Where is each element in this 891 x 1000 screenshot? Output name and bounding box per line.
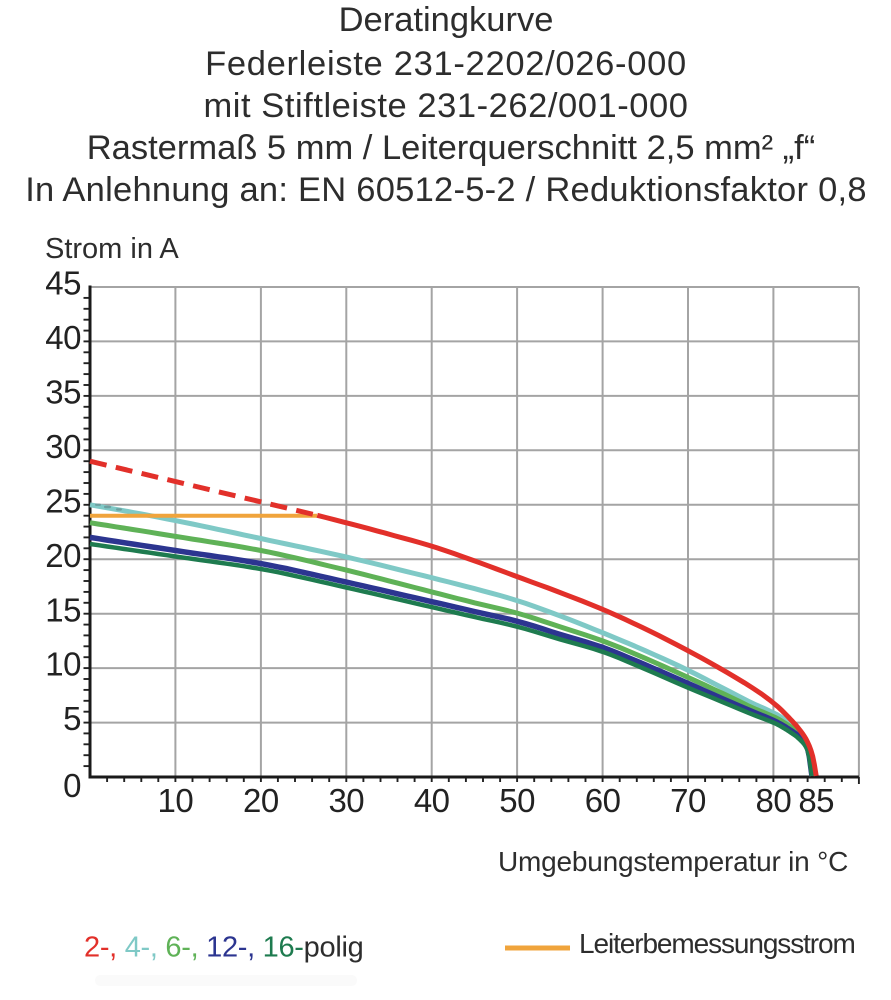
svg-text:mit Stiftleiste 231-262/001-00: mit Stiftleiste 231-262/001-000 (204, 87, 689, 125)
svg-text:45: 45 (45, 265, 81, 302)
svg-text:85: 85 (798, 782, 834, 819)
svg-text:Leiterbemessungsstrom: Leiterbemessungsstrom (579, 928, 855, 959)
svg-text:25: 25 (45, 482, 81, 519)
svg-text:Umgebungstemperatur in °C: Umgebungstemperatur in °C (498, 846, 848, 877)
svg-text:15: 15 (45, 591, 81, 628)
svg-text:Deratingkurve: Deratingkurve (339, 1, 554, 39)
svg-text:30: 30 (45, 428, 81, 465)
svg-text:Strom in A: Strom in A (45, 233, 179, 265)
svg-text:2-, 4-, 6-, 12-, 16-polig: 2-, 4-, 6-, 12-, 16-polig (84, 932, 363, 964)
svg-text:50: 50 (499, 782, 535, 819)
svg-text:80: 80 (756, 782, 792, 819)
svg-text:5: 5 (63, 700, 81, 737)
svg-text:0: 0 (63, 767, 81, 804)
svg-text:10: 10 (45, 646, 81, 683)
svg-text:20: 20 (243, 782, 279, 819)
svg-text:20: 20 (45, 537, 81, 574)
svg-text:Federleiste 231-2202/026-000: Federleiste 231-2202/026-000 (205, 45, 687, 83)
svg-text:30: 30 (328, 782, 364, 819)
svg-text:In Anlehnung an: EN 60512-5-2: In Anlehnung an: EN 60512-5-2 / Reduktio… (25, 171, 867, 209)
svg-text:Rastermaß 5 mm / Leiterquersch: Rastermaß 5 mm / Leiterquerschnitt 2,5 m… (87, 129, 816, 167)
svg-text:60: 60 (585, 782, 621, 819)
svg-text:40: 40 (414, 782, 450, 819)
svg-text:35: 35 (45, 374, 81, 411)
svg-text:10: 10 (158, 782, 194, 819)
svg-text:70: 70 (670, 782, 706, 819)
svg-text:40: 40 (45, 319, 81, 356)
